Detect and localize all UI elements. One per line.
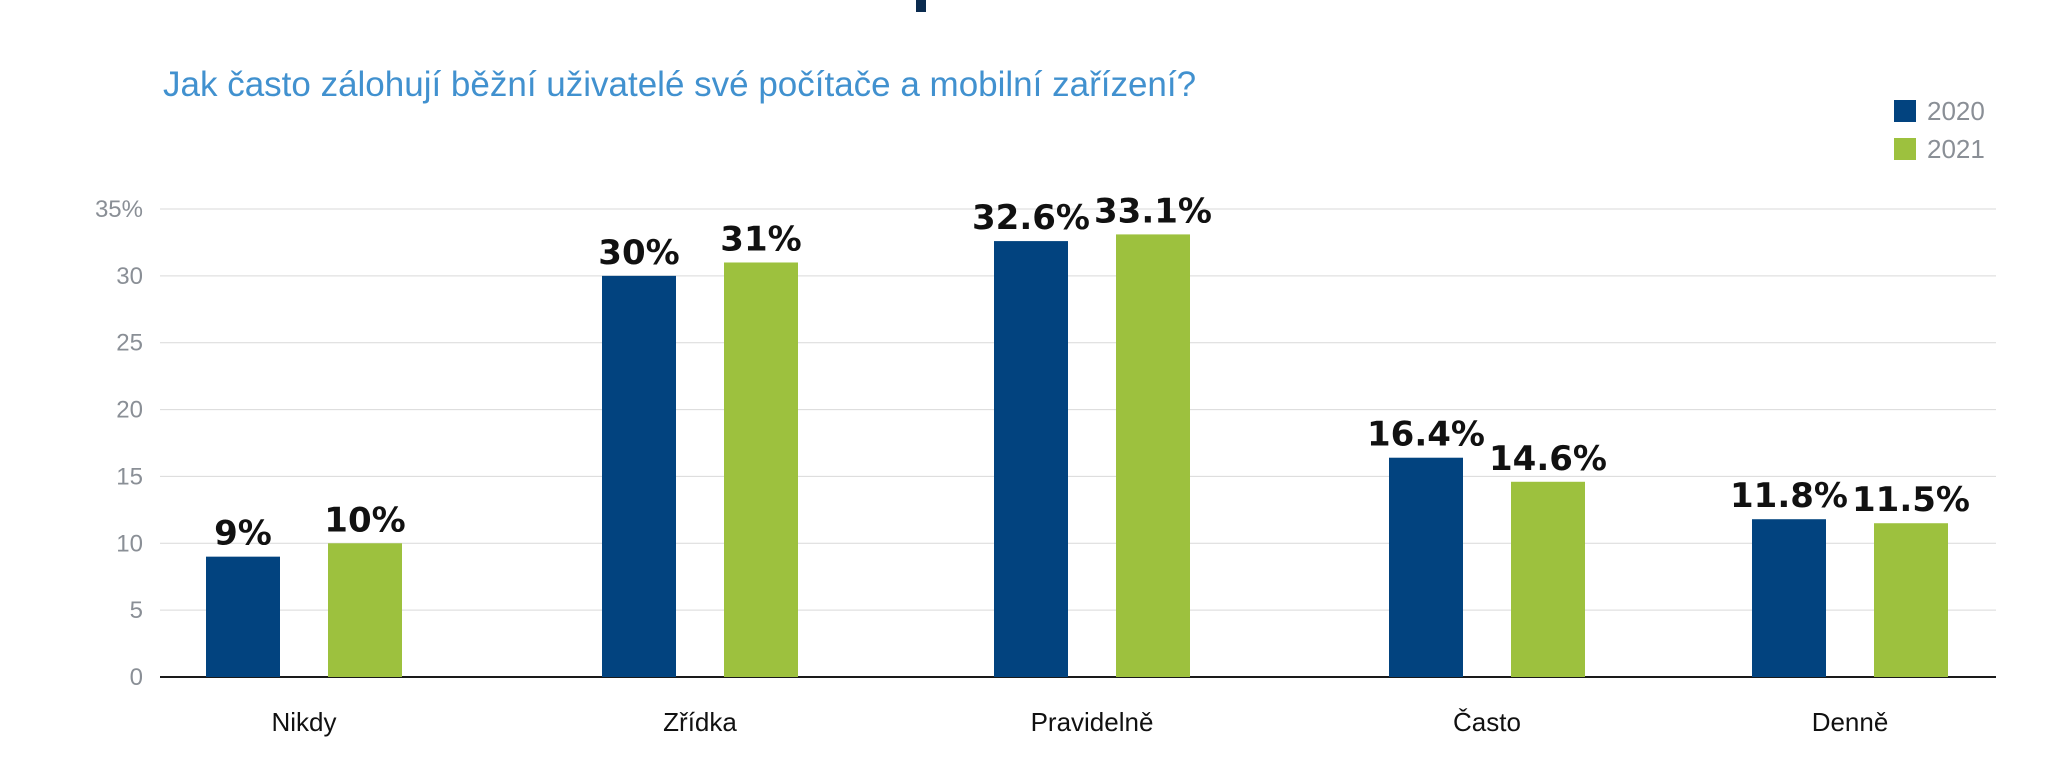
header-fragment	[916, 0, 926, 12]
y-tick-label: 35%	[95, 196, 143, 223]
data-label-2020-4: 11.8%	[1730, 476, 1848, 516]
data-label-2020-0: 9%	[214, 514, 272, 554]
y-tick-label: 25	[116, 330, 143, 357]
data-label-2020-3: 16.4%	[1367, 415, 1485, 455]
y-axis-ticks: 0 5 10 15 20 25 30 35%	[95, 196, 143, 691]
data-labels: 9% 10% 30% 31% 32.6% 33.1% 16.4%14.6% 11.8% 11.5…	[214, 191, 1970, 553]
category-label: Pravidelně	[1031, 707, 1154, 737]
legend-swatch-2020	[1894, 100, 1916, 122]
data-label-2020-2: 32.6%	[972, 198, 1090, 238]
gridlines	[160, 208, 1996, 678]
bar-2021-3	[1511, 481, 1585, 677]
bar-2020-4	[1752, 519, 1826, 677]
bar-2020-3	[1389, 457, 1463, 677]
bar-2021-0	[328, 543, 402, 677]
category-label: Nikdy	[271, 707, 336, 737]
legend-swatch-2021	[1894, 138, 1916, 160]
y-tick-label: 30	[116, 263, 143, 290]
y-tick-label: 0	[130, 664, 143, 691]
bar-2020-0	[206, 556, 280, 677]
bars	[206, 234, 1948, 678]
data-label-2021-1: 31%	[720, 219, 801, 259]
data-label-2021-2: 33.1%	[1094, 191, 1212, 231]
data-label-2021-4: 11.5%	[1852, 480, 1970, 520]
bar-2020-1	[602, 275, 676, 677]
data-label-2021-0: 10%	[324, 500, 405, 540]
bar-2021-2	[1116, 234, 1190, 678]
x-axis-categories: Nikdy Zřídka Pravidelně Často Denně	[271, 707, 1888, 737]
legend-label-2020: 2020	[1927, 96, 1985, 126]
y-tick-label: 15	[116, 463, 143, 490]
category-label: Zřídka	[663, 707, 737, 737]
y-tick-label: 20	[116, 397, 143, 424]
y-tick-label: 10	[116, 530, 143, 557]
y-tick-label: 5	[130, 597, 143, 624]
data-label-2020-1: 30%	[598, 233, 679, 273]
legend: 2020 2021	[1894, 96, 1985, 164]
bar-2020-2	[994, 241, 1068, 677]
category-label: Často	[1453, 707, 1521, 737]
bar-2021-1	[724, 262, 798, 677]
legend-label-2021: 2021	[1927, 134, 1985, 164]
chart-title: Jak často zálohují běžní uživatelé své p…	[163, 65, 1196, 104]
category-label: Denně	[1812, 707, 1889, 737]
data-label-2021-3: 14.6%	[1489, 439, 1607, 479]
bar-2021-4	[1874, 523, 1948, 677]
